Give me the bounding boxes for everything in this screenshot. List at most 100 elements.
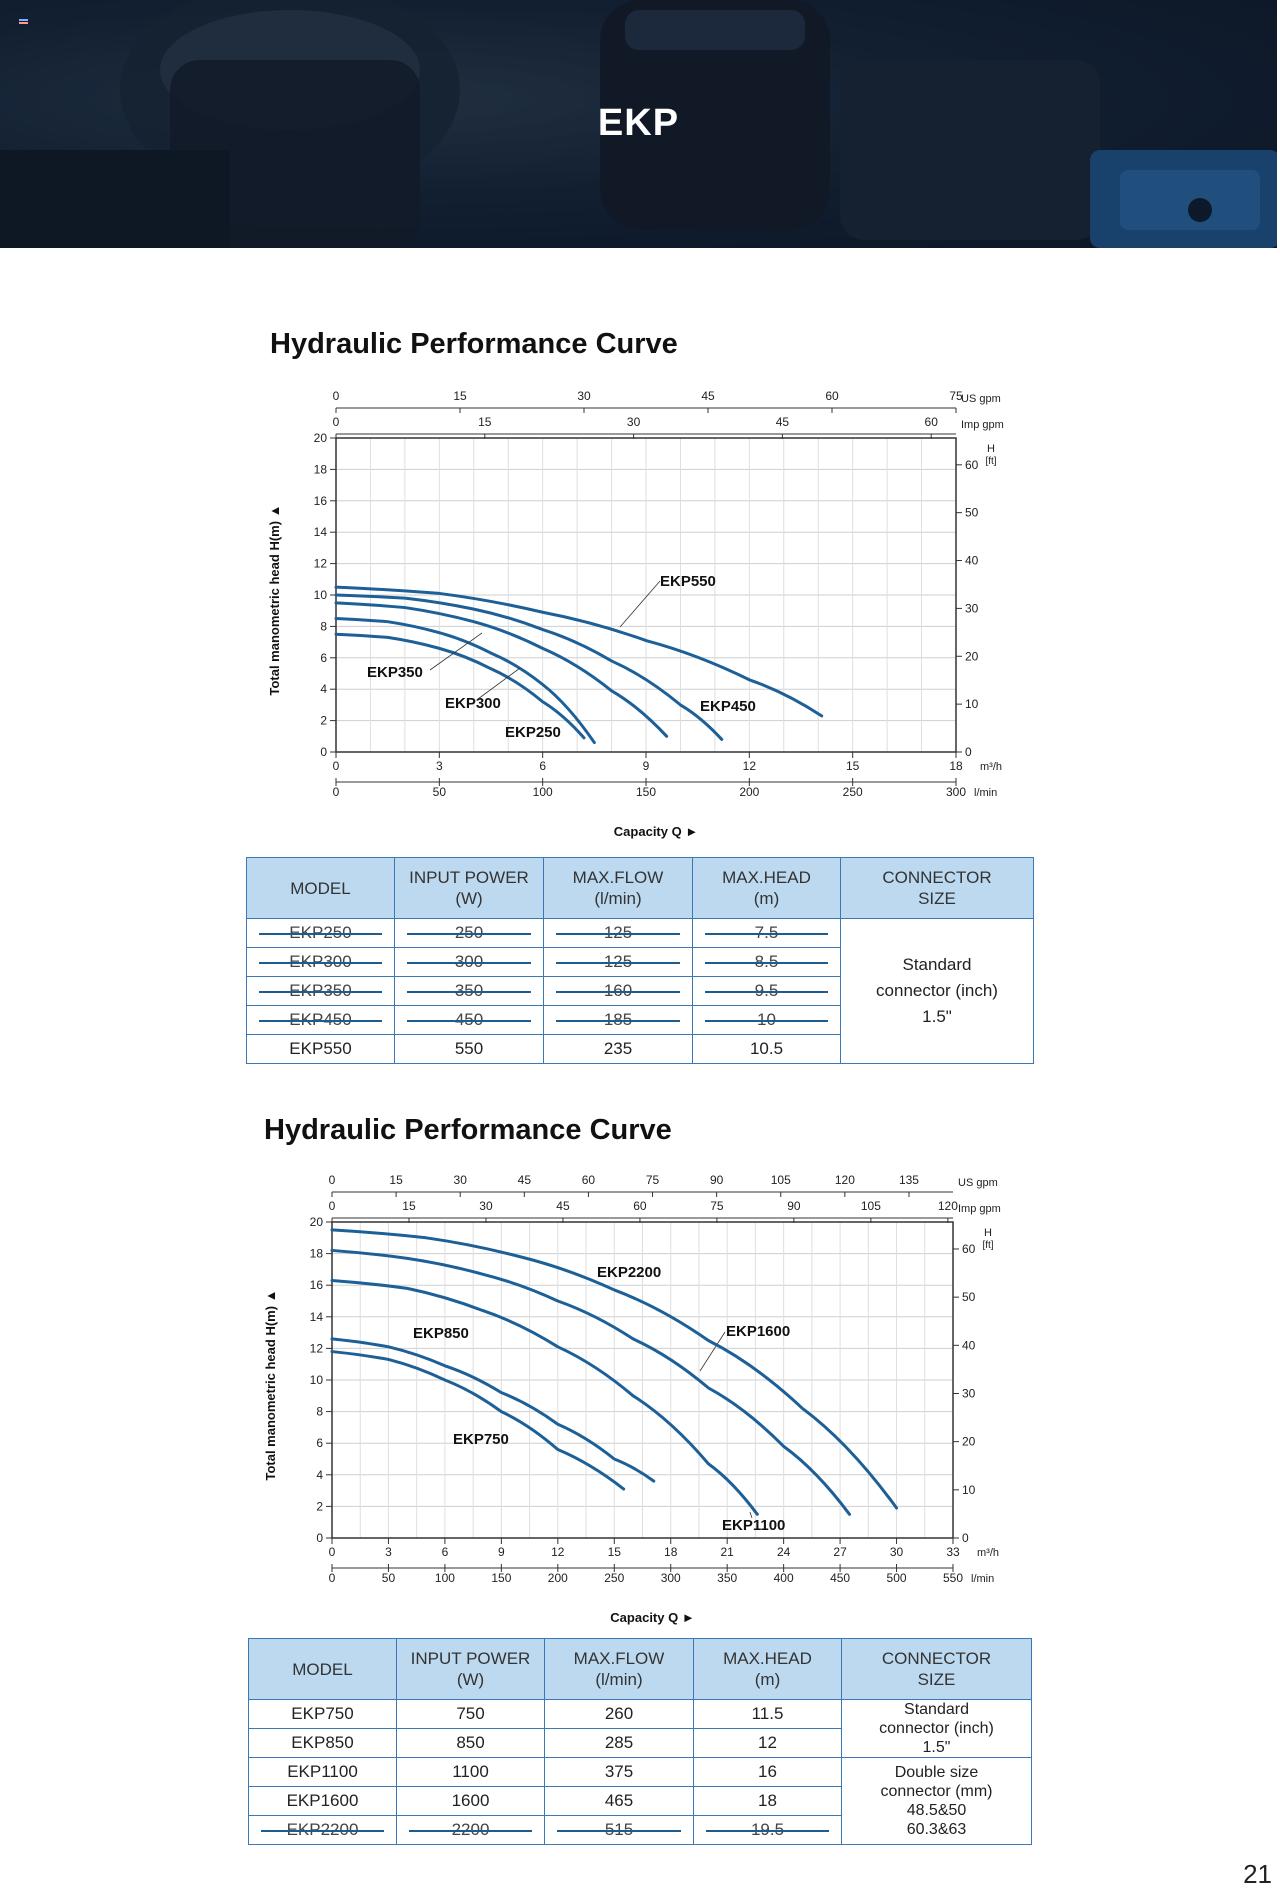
section-title-2: Hydraulic Performance Curve: [264, 1114, 672, 1146]
table-header-cell: CONNECTOR SIZE: [841, 1638, 1032, 1700]
table-cell: 550: [394, 1034, 544, 1064]
lmin-tick-label: 150: [636, 785, 656, 799]
usgpm-tick-label: 60: [582, 1173, 596, 1187]
x-tick-label: 12: [551, 1545, 565, 1559]
y-tick-label: 12: [310, 1341, 324, 1355]
table-cell: 160: [543, 976, 693, 1006]
table-header-cell: CONNECTOR SIZE: [840, 857, 1034, 919]
page-title: EKP: [597, 102, 680, 144]
y-tick-label: 10: [314, 588, 328, 602]
usgpm-tick-label: 45: [701, 389, 715, 403]
spec-table-2: MODEL INPUT POWER (W) MAX.FLOW (l/min) MAX.…: [248, 1638, 1032, 1845]
x-tick-label: 9: [498, 1545, 505, 1559]
curve-leader-line: [429, 632, 483, 671]
table-cell: EKP300: [246, 947, 395, 977]
curve-label-ekp350: EKP350: [367, 664, 423, 681]
table-header-cell: MAX.FLOW (l/min): [544, 1638, 694, 1700]
impgpm-tick-label: 60: [925, 415, 939, 429]
table-cell: 12: [693, 1728, 842, 1758]
table-cell: EKP250: [246, 918, 395, 948]
table-cell: 250: [394, 918, 544, 948]
lmin-tick-label: 500: [887, 1571, 907, 1585]
y-tick-label: 20: [314, 431, 328, 445]
table-cell: 10.5: [692, 1034, 841, 1064]
ft-tick-label: 50: [962, 1290, 976, 1304]
ft-tick-label: 60: [965, 458, 979, 472]
ft-tick-label: 10: [962, 1483, 976, 1497]
x-tick-label: 18: [664, 1545, 678, 1559]
table-cell: 515: [544, 1815, 694, 1845]
y-tick-label: 18: [310, 1247, 324, 1261]
x-tick-label: 0: [333, 759, 340, 773]
table-cell: EKP450: [246, 1005, 395, 1035]
curve-leader-line: [749, 1511, 753, 1519]
impgpm-tick-label: 75: [710, 1199, 724, 1213]
table-cell: 8.5: [692, 947, 841, 977]
menu-icon[interactable]: [19, 19, 28, 26]
impgpm-tick-label: 105: [861, 1199, 881, 1213]
impgpm-tick-label: 90: [787, 1199, 801, 1213]
x-tick-label: 12: [743, 759, 757, 773]
lmin-tick-label: 100: [533, 785, 553, 799]
curve-ekp1100: [330, 1278, 759, 1516]
y-tick-label: 12: [314, 557, 328, 571]
ft-axis-label-h: H: [984, 1227, 992, 1239]
lmin-tick-label: 50: [433, 785, 447, 799]
lmin-tick-label: 100: [435, 1571, 455, 1585]
table-header-cell: MODEL: [248, 1638, 397, 1700]
table-cell: 350: [394, 976, 544, 1006]
table-header-cell: MAX.FLOW (l/min): [543, 857, 693, 919]
curve-ekp450: [334, 593, 724, 741]
x-axis-title: Capacity Q ►: [614, 824, 698, 839]
y-tick-label: 6: [316, 1436, 323, 1450]
table-row: EKP1100 1100 375 16 Double size connector (m…: [248, 1757, 1032, 1845]
y-tick-label: 8: [316, 1405, 323, 1419]
curve-label-ekp850: EKP850: [413, 1325, 469, 1342]
lmin-tick-label: 450: [830, 1571, 850, 1585]
curve-ekp550: [334, 585, 824, 718]
table-header-cell: MAX.HEAD (m): [693, 1638, 842, 1700]
y-tick-label: 14: [314, 525, 328, 539]
x-tick-label: 21: [721, 1545, 735, 1559]
y-tick-label: 4: [320, 682, 327, 696]
x-tick-label: 6: [442, 1545, 449, 1559]
x-tick-label: 24: [777, 1545, 791, 1559]
lmin-tick-label: 0: [329, 1571, 336, 1585]
ft-tick-label: 50: [965, 506, 979, 520]
y-tick-label: 18: [314, 462, 328, 476]
connector-size-cell: Standard connector (inch) 1.5": [841, 1699, 1032, 1758]
table-cell: 185: [543, 1005, 693, 1035]
ft-axis-label-h: H: [987, 443, 995, 455]
table-cell: 16: [693, 1757, 842, 1787]
lmin-tick-label: 250: [843, 785, 863, 799]
table-header-cell: INPUT POWER (W): [396, 1638, 545, 1700]
y-tick-label: 8: [320, 619, 327, 633]
impgpm-tick-label: 0: [333, 415, 340, 429]
pump-photo-background: [0, 0, 1277, 248]
x-tick-label: 3: [385, 1545, 392, 1559]
table-cell: 285: [544, 1728, 694, 1758]
table-cell: 375: [544, 1757, 694, 1787]
table-header-row: MODEL INPUT POWER (W) MAX.FLOW (l/min) MAX.…: [246, 857, 1034, 919]
usgpm-tick-label: 135: [899, 1173, 919, 1187]
x-tick-label: 0: [329, 1545, 336, 1559]
curve-ekp2200: [330, 1228, 899, 1510]
table-cell: 18: [693, 1786, 842, 1816]
lmin-tick-label: 300: [661, 1571, 681, 1585]
y-tick-label: 4: [316, 1468, 323, 1482]
usgpm-tick-label: 45: [518, 1173, 532, 1187]
curve-ekp750: [330, 1350, 626, 1491]
x-tick-label: 6: [539, 759, 546, 773]
table-row: EKP450 450 185 10: [246, 1005, 1034, 1035]
table-cell: 9.5: [692, 976, 841, 1006]
table-cell: 11.5: [693, 1699, 842, 1729]
usgpm-tick-label: 0: [333, 389, 340, 403]
usgpm-tick-label: 15: [389, 1173, 403, 1187]
table-cell: 465: [544, 1786, 694, 1816]
table-cell: EKP2200: [248, 1815, 397, 1845]
table-cell: EKP550: [246, 1034, 395, 1064]
ft-tick-label: 30: [965, 601, 979, 615]
table-row: EKP1600 1600 465 18: [248, 1786, 1032, 1816]
table-header-cell: MODEL: [246, 857, 395, 919]
